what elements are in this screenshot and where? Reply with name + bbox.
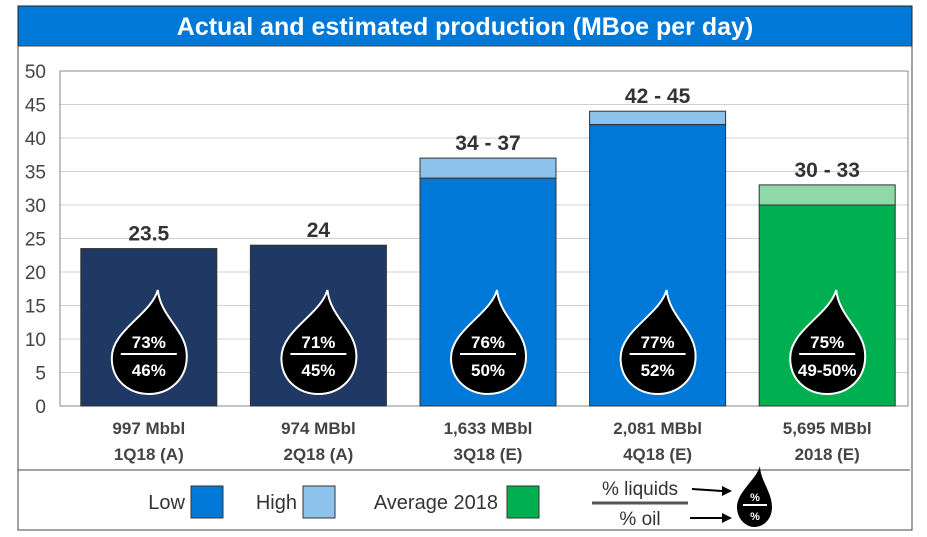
legend-oil-label: % oil xyxy=(619,509,660,530)
oil-drop-icon xyxy=(110,289,188,396)
data-label: 42 - 45 xyxy=(625,85,691,108)
y-tick-label: 50 xyxy=(25,62,46,83)
legend-high-swatch xyxy=(302,485,336,519)
oil-pct: 49-50% xyxy=(798,361,857,380)
y-tick-label: 40 xyxy=(25,129,46,150)
chart-title: Actual and estimated production (MBoe pe… xyxy=(177,13,753,41)
oil-pct: 52% xyxy=(641,361,675,380)
bar-high xyxy=(419,157,557,179)
x-sublabel: 1,633 MBbl xyxy=(444,419,533,438)
liquids-pct: 76% xyxy=(471,333,505,352)
y-tick-label: 45 xyxy=(25,96,46,117)
x-tick-label: 4Q18 (E) xyxy=(623,445,692,464)
arrow-icon xyxy=(691,486,732,496)
y-tick-label: 5 xyxy=(35,364,46,385)
x-tick-label: 1Q18 (A) xyxy=(114,445,184,464)
oil-drop-icon xyxy=(449,289,528,396)
bar-high xyxy=(758,184,896,206)
legend-drop-top: % xyxy=(750,492,760,504)
y-tick-label: 30 xyxy=(25,196,46,217)
oil-drop-icon xyxy=(619,289,697,396)
y-tick-label: 20 xyxy=(25,263,46,284)
legend-average-label: Average 2018 xyxy=(374,492,498,514)
oil-drop-icon xyxy=(789,289,867,396)
oil-pct: 50% xyxy=(471,361,505,380)
y-tick-label: 10 xyxy=(25,330,46,351)
x-sublabel: 997 Mbbl xyxy=(112,419,185,438)
oil-pct: 45% xyxy=(301,361,335,380)
y-tick-label: 0 xyxy=(35,397,46,418)
oil-drop-icon xyxy=(280,289,358,396)
legend: Low High Average 2018 % liquids % oil % … xyxy=(148,466,772,530)
x-sublabel: 5,695 MBbl xyxy=(783,419,872,438)
arrow-icon xyxy=(690,513,732,523)
legend-average-swatch xyxy=(506,485,540,519)
x-sublabel: 974 MBbl xyxy=(281,419,356,438)
x-tick-label: 3Q18 (E) xyxy=(454,445,523,464)
legend-low-label: Low xyxy=(148,492,185,514)
x-sublabel: 2,081 MBbl xyxy=(613,419,702,438)
oil-drop-icon xyxy=(737,466,772,527)
liquids-pct: 73% xyxy=(132,333,166,352)
chart-border xyxy=(17,45,913,531)
data-label: 23.5 xyxy=(128,223,169,246)
legend-drop-bottom: % xyxy=(750,511,760,523)
data-label: 34 - 37 xyxy=(455,132,520,155)
y-tick-label: 35 xyxy=(25,163,46,184)
legend-low-swatch xyxy=(190,485,224,519)
x-tick-label: 2Q18 (A) xyxy=(283,445,353,464)
data-label: 30 - 33 xyxy=(795,159,860,182)
legend-liquids-label: % liquids xyxy=(602,479,678,500)
y-tick-label: 25 xyxy=(25,230,46,251)
oil-pct: 46% xyxy=(132,361,166,380)
title-bar xyxy=(17,5,913,47)
y-tick-label: 15 xyxy=(25,297,46,318)
x-tick-label: 2018 (E) xyxy=(795,445,860,464)
legend-high-label: High xyxy=(256,492,297,514)
bar-high xyxy=(589,110,727,126)
liquids-pct: 71% xyxy=(301,333,335,352)
liquids-pct: 75% xyxy=(810,333,844,352)
liquids-pct: 77% xyxy=(641,333,675,352)
data-label: 24 xyxy=(307,219,331,242)
